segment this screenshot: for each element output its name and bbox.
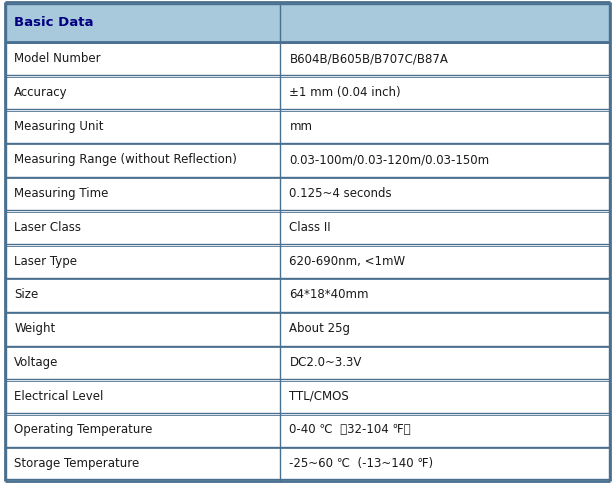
Text: 64*18*40mm: 64*18*40mm xyxy=(290,288,369,301)
Text: 620-690nm, <1mW: 620-690nm, <1mW xyxy=(290,255,406,268)
Text: Measuring Time: Measuring Time xyxy=(14,187,108,200)
Text: Measuring Unit: Measuring Unit xyxy=(14,119,104,132)
Bar xyxy=(5,42,610,75)
Bar xyxy=(5,75,610,109)
Text: 0.03-100m/0.03-120m/0.03-150m: 0.03-100m/0.03-120m/0.03-150m xyxy=(290,153,490,166)
Bar xyxy=(5,447,610,481)
Text: ±1 mm (0.04 inch): ±1 mm (0.04 inch) xyxy=(290,86,401,99)
Bar xyxy=(5,379,610,413)
Bar xyxy=(5,109,610,143)
Text: Electrical Level: Electrical Level xyxy=(14,390,103,403)
Bar xyxy=(5,177,610,211)
Bar xyxy=(5,345,610,379)
Text: Size: Size xyxy=(14,288,38,301)
Text: 0-40 ℃  （32-104 ℉）: 0-40 ℃ （32-104 ℉） xyxy=(290,424,411,437)
Text: Laser Type: Laser Type xyxy=(14,255,77,268)
Text: Laser Class: Laser Class xyxy=(14,221,81,234)
Bar xyxy=(5,413,610,447)
Bar xyxy=(5,143,610,177)
Bar xyxy=(5,244,610,278)
Text: B604B/B605B/B707C/B87A: B604B/B605B/B707C/B87A xyxy=(290,52,448,65)
Bar xyxy=(5,312,610,345)
Text: -25~60 ℃  (-13~140 ℉): -25~60 ℃ (-13~140 ℉) xyxy=(290,457,434,470)
Bar xyxy=(5,2,610,42)
Text: mm: mm xyxy=(290,119,312,132)
Text: Measuring Range (without Reflection): Measuring Range (without Reflection) xyxy=(14,153,237,166)
Bar xyxy=(5,278,610,312)
Text: 0.125~4 seconds: 0.125~4 seconds xyxy=(290,187,392,200)
Text: Class II: Class II xyxy=(290,221,331,234)
Text: Accuracy: Accuracy xyxy=(14,86,68,99)
Text: Model Number: Model Number xyxy=(14,52,101,65)
Text: Storage Temperature: Storage Temperature xyxy=(14,457,140,470)
Text: About 25g: About 25g xyxy=(290,322,351,335)
Text: DC2.0~3.3V: DC2.0~3.3V xyxy=(290,356,362,369)
Text: Voltage: Voltage xyxy=(14,356,58,369)
Text: TTL/CMOS: TTL/CMOS xyxy=(290,390,349,403)
Text: Weight: Weight xyxy=(14,322,55,335)
Bar xyxy=(5,211,610,244)
Text: Operating Temperature: Operating Temperature xyxy=(14,424,153,437)
Text: Basic Data: Basic Data xyxy=(14,15,93,28)
